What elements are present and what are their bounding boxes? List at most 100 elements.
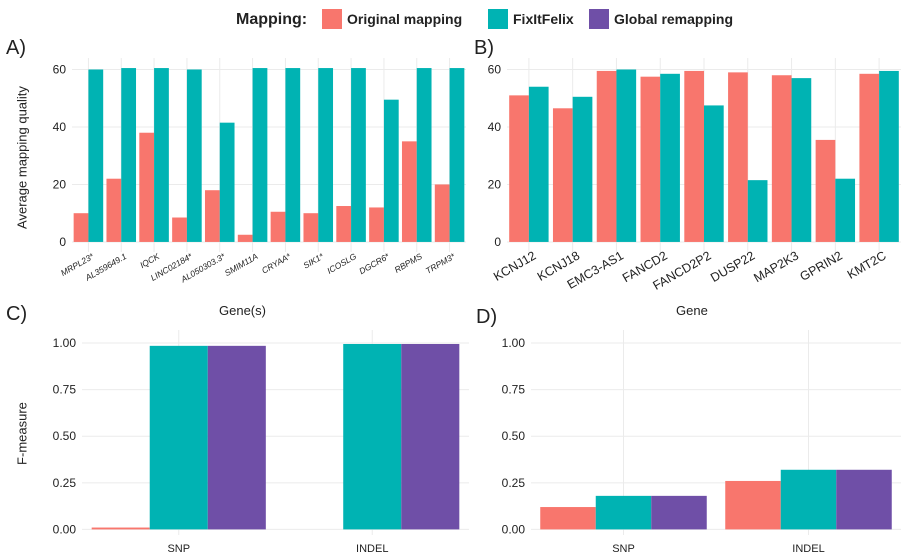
panel-b-bar-fixitfelix: [572, 96, 593, 242]
panel-d-bar-global-remapping: [651, 495, 707, 530]
panel-a-bar-original-mapping: [204, 190, 220, 242]
panel-a-bar-fixitfelix: [154, 68, 169, 242]
panel-a-x-tick-label: SMIM11A: [223, 251, 260, 278]
panel-b-bar-fixitfelix: [660, 73, 680, 242]
panel-d-bar-fixitfelix: [595, 495, 652, 530]
panel-a-x-tick-label: RBPMS: [393, 251, 424, 275]
legend-title: Mapping:: [236, 11, 308, 28]
panel-c-bar-original-mapping: [91, 527, 150, 530]
panel-a-bar-fixitfelix: [186, 69, 202, 242]
panel-c-y-tick-label: 0.25: [53, 476, 77, 490]
panel-c-y-tick-label: 1.00: [53, 336, 77, 350]
panel-b-bar-original-mapping: [552, 108, 573, 242]
panel-d-bar-original-mapping: [725, 480, 781, 530]
legend-swatch-fixitfelix: [488, 9, 508, 29]
panel-c-y-tick-label: 0.50: [53, 429, 77, 443]
panel-c-x-tick-label: INDEL: [356, 543, 388, 555]
panel-d-y-tick-label: 0.50: [502, 429, 526, 443]
panel-b-bar-original-mapping: [509, 95, 529, 242]
panel-a-bar-original-mapping: [303, 213, 319, 242]
panel-c-bar-fixitfelix: [149, 345, 208, 530]
panel-a-bar-original-mapping: [369, 207, 384, 242]
panel-a-x-tick-label: IQCK: [138, 251, 161, 270]
panel-d-letter: D): [476, 306, 498, 328]
panel-c-bar-global-remapping: [207, 345, 266, 530]
panel-b-y-tick-label: 20: [488, 177, 502, 191]
panel-a-x-tick-label: SIK1*: [301, 251, 325, 271]
panel-a-bar-fixitfelix: [383, 99, 399, 242]
panel-b-y-tick-label: 60: [488, 62, 502, 76]
panel-d-y-tick-label: 0.75: [502, 383, 526, 397]
panel-c-y-tick-label: 0.00: [53, 522, 77, 536]
panel-d-y-tick-label: 0.25: [502, 476, 526, 490]
panel-b-x-tick-label: DUSP22: [708, 248, 757, 284]
panel-c-letter: C): [6, 303, 28, 325]
panel-b-x-tick-label: KCNJ12: [491, 248, 538, 283]
panel-b-x-tick-label: GPRIN2: [798, 248, 845, 283]
panel-a-x-tick-label: ICOSLG: [325, 251, 358, 276]
panel-c-bar-fixitfelix: [343, 343, 402, 530]
panel-a-x-tick-label: TRPM3*: [424, 251, 457, 276]
panel-b-x-axis-title: Gene: [676, 303, 708, 318]
panel-a-bar-original-mapping: [73, 213, 89, 242]
legend-item-fixitfelix: FixItFelix: [488, 8, 574, 30]
panel-b-bar-original-mapping: [771, 75, 792, 242]
panel-b-bar-original-mapping: [640, 76, 661, 242]
panel-a-bar-original-mapping: [106, 178, 122, 242]
panel-b-bar-original-mapping: [684, 70, 704, 242]
panel-d-y-tick-label: 1.00: [502, 336, 526, 350]
panel-b-bar-original-mapping: [596, 70, 617, 242]
panel-c-y-tick-label: 0.75: [53, 383, 77, 397]
panel-b-bar-original-mapping: [859, 73, 880, 242]
panel-b-bar-fixitfelix: [616, 69, 637, 242]
panel-a-bar-original-mapping: [139, 132, 155, 242]
panel-b-bar-original-mapping: [815, 139, 836, 242]
panel-b-bar-fixitfelix: [835, 178, 856, 242]
panel-a-bar-original-mapping: [336, 206, 352, 242]
panel-d-x-tick-label: SNP: [612, 543, 635, 555]
panel-a-y-tick-label: 40: [53, 120, 67, 134]
legend-swatch-global-remapping: [589, 9, 609, 29]
legend-label-global-remapping: Global remapping: [614, 11, 734, 27]
panel-a-bar-original-mapping: [434, 184, 450, 242]
panel-b-bar-fixitfelix: [879, 70, 899, 242]
panel-a-bar-original-mapping: [270, 211, 286, 242]
legend: Mapping: Original mapping FixItFelix Glo…: [0, 0, 901, 36]
panel-a-bar-fixitfelix: [449, 68, 465, 242]
panel-c-bar-global-remapping: [401, 343, 460, 530]
panel-c-x-tick-label: SNP: [167, 543, 190, 555]
panel-d-y-tick-label: 0.00: [502, 522, 526, 536]
panel-a-bar-fixitfelix: [351, 68, 366, 242]
panel-a-x-tick-label: CRYAA*: [260, 251, 293, 276]
panel-b-bar-original-mapping: [728, 72, 748, 242]
panel-b-y-tick-label: 40: [488, 120, 502, 134]
panel-a-y-tick-label: 60: [53, 62, 67, 76]
panel-b-bar-fixitfelix: [528, 86, 549, 242]
panel-a-letter: A): [6, 37, 26, 59]
panel-d-bar-original-mapping: [540, 507, 596, 530]
legend-item-original-mapping: Original mapping: [322, 8, 462, 30]
panel-a-bar-fixitfelix: [318, 68, 334, 242]
panel-b-bar-fixitfelix: [704, 105, 724, 242]
panel-b-y-tick-label: 0: [494, 235, 501, 249]
panel-a-bar-fixitfelix: [252, 68, 268, 242]
panel-a-x-tick-label: DGCR6*: [357, 251, 391, 277]
panel-a-bar-fixitfelix: [285, 68, 301, 242]
panel-b-letter: B): [474, 37, 494, 59]
panel-b-bar-fixitfelix: [791, 78, 812, 242]
legend-label-fixitfelix: FixItFelix: [513, 11, 574, 27]
panel-b-bar-fixitfelix: [747, 180, 768, 242]
panel-a-bar-original-mapping: [401, 141, 417, 242]
panel-d-x-tick-label: INDEL: [792, 543, 824, 555]
panel-b-x-tick-label: MAP2K3: [751, 248, 801, 285]
panel-a-x-axis-title: Gene(s): [219, 303, 266, 318]
panel-a-bar-fixitfelix: [88, 69, 104, 242]
panel-a-bar-fixitfelix: [219, 122, 235, 242]
panel-a-bar-fixitfelix: [121, 68, 137, 242]
panel-a-bar-fixitfelix: [416, 68, 432, 242]
panel-a-y-tick-label: 0: [59, 235, 66, 249]
panel-a-y-tick-label: 20: [53, 177, 67, 191]
panel-a-bar-original-mapping: [237, 234, 253, 242]
legend-item-global-remapping: Global remapping: [589, 8, 733, 30]
